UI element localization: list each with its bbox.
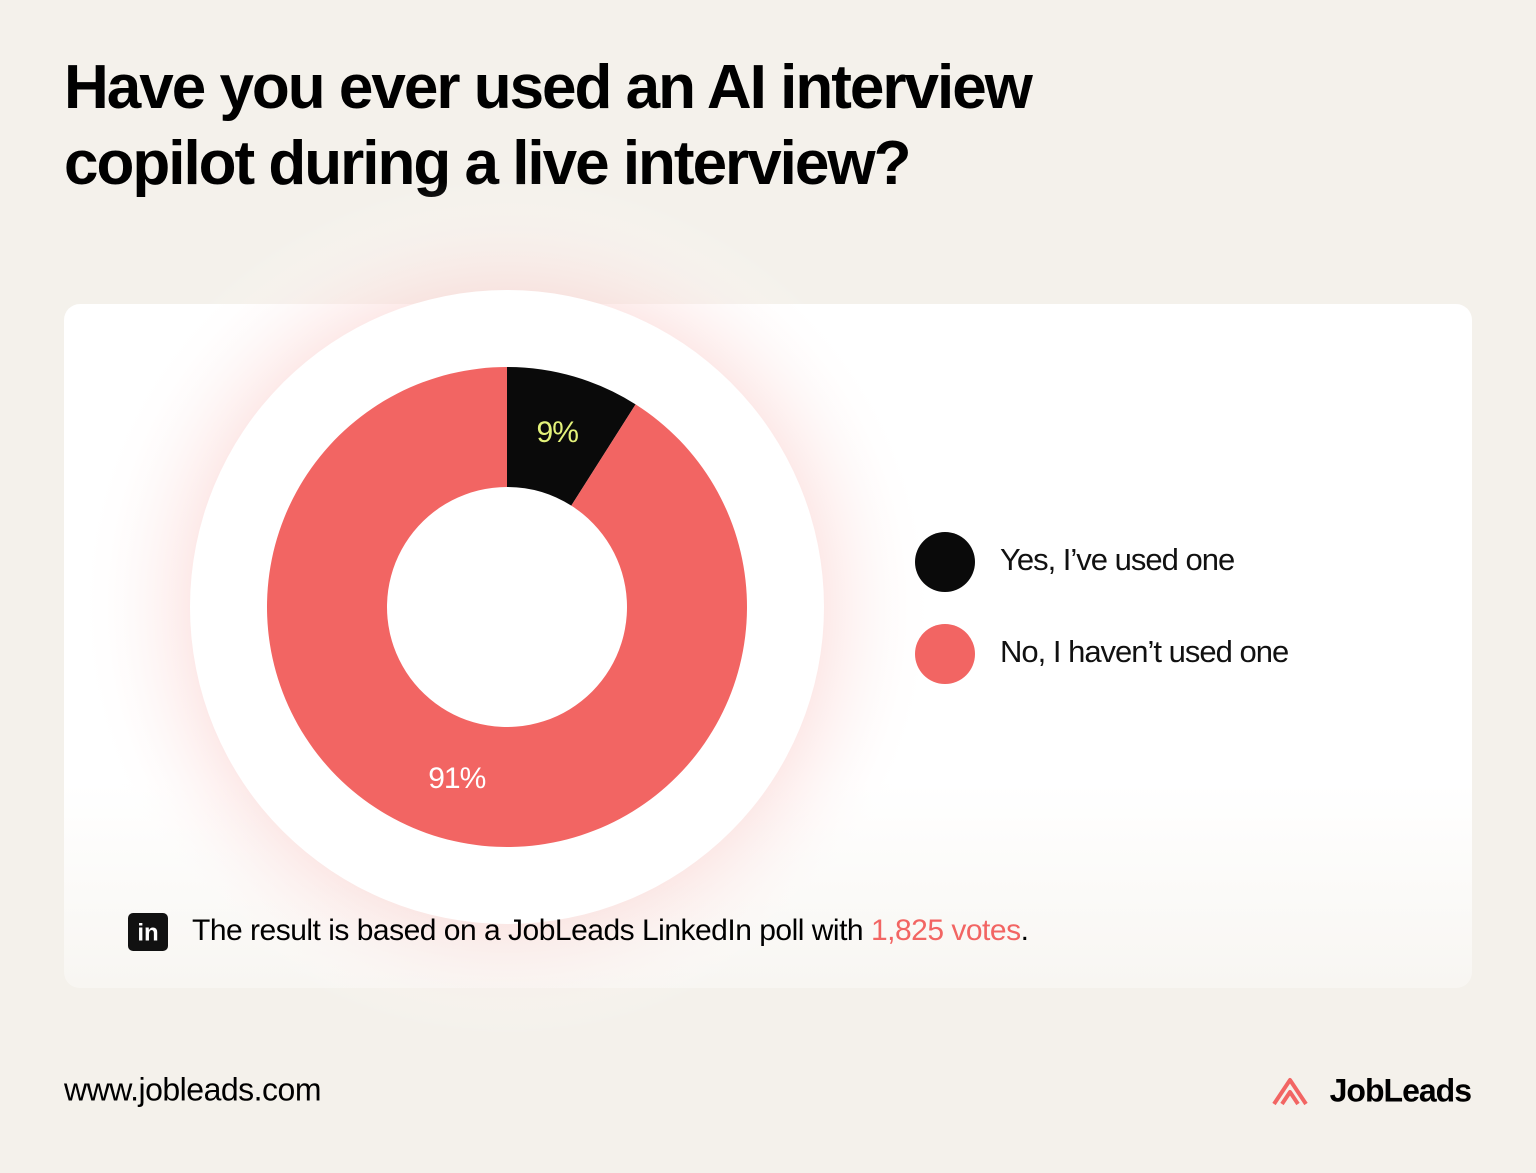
legend-label: Yes, I’ve used one	[1000, 542, 1234, 577]
note-end: .	[1021, 914, 1029, 947]
linkedin-icon-text: in	[137, 919, 158, 946]
footer-url: www.jobleads.com	[63, 1071, 321, 1107]
brand-name: JobLeads	[1330, 1072, 1472, 1108]
legend-swatch	[915, 624, 975, 684]
value-label: 91%	[428, 762, 485, 795]
brand: JobLeads	[1272, 1072, 1472, 1108]
value-label: 9%	[537, 416, 579, 449]
chart-title: Have you ever used an AI interview copilo…	[64, 53, 1034, 198]
note: in The result is based on a JobLeads Lin…	[128, 913, 1029, 951]
title-line: Have you ever used an AI interview	[64, 53, 1034, 122]
note-text: The result is based on a JobLeads Linked…	[192, 914, 1028, 947]
donut-slice	[267, 367, 748, 848]
donut-slice	[507, 367, 636, 506]
legend-swatch	[915, 532, 975, 592]
donut: 9% 91%	[267, 367, 748, 848]
brand-logo	[1272, 1078, 1308, 1106]
legend: Yes, I’ve used one No, I haven’t used one	[915, 532, 1289, 684]
legend-label: No, I haven’t used one	[1000, 634, 1288, 669]
note-main: The result is based on a JobLeads Linked…	[192, 914, 863, 947]
note-highlight: 1,825 votes	[871, 914, 1021, 947]
linkedin-icon	[128, 913, 168, 951]
